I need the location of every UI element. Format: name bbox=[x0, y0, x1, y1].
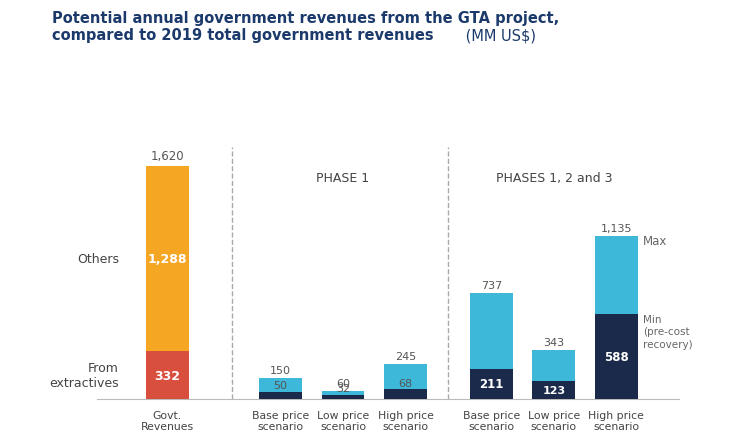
Bar bbox=[595, 315, 638, 399]
Bar bbox=[259, 378, 302, 392]
Text: 150: 150 bbox=[270, 365, 291, 375]
Text: 332: 332 bbox=[154, 369, 181, 382]
Text: Others: Others bbox=[77, 253, 119, 265]
Text: Min
(pre-cost
recovery): Min (pre-cost recovery) bbox=[643, 314, 693, 349]
Text: 123: 123 bbox=[542, 385, 565, 395]
Text: 1,135: 1,135 bbox=[601, 224, 632, 233]
Text: 32: 32 bbox=[336, 383, 350, 393]
Text: 343: 343 bbox=[543, 337, 565, 347]
Text: (MM US$): (MM US$) bbox=[461, 28, 536, 43]
Bar bbox=[595, 236, 638, 315]
Bar bbox=[470, 369, 513, 399]
Bar bbox=[384, 364, 427, 389]
Bar bbox=[384, 389, 427, 399]
Text: 60: 60 bbox=[336, 378, 350, 388]
Text: 211: 211 bbox=[479, 378, 504, 391]
Text: Potential annual government revenues from the GTA project,: Potential annual government revenues fro… bbox=[52, 11, 560, 26]
Text: 588: 588 bbox=[604, 351, 629, 364]
Bar bbox=[470, 293, 513, 369]
Text: 68: 68 bbox=[398, 378, 413, 388]
Text: From
extractives: From extractives bbox=[49, 362, 119, 389]
Bar bbox=[322, 391, 365, 395]
Text: 1,620: 1,620 bbox=[151, 149, 184, 162]
Bar bbox=[145, 166, 189, 352]
Text: 1,288: 1,288 bbox=[148, 253, 187, 265]
Bar bbox=[322, 395, 365, 399]
Bar bbox=[533, 381, 575, 399]
Text: PHASES 1, 2 and 3: PHASES 1, 2 and 3 bbox=[495, 171, 612, 184]
Bar bbox=[259, 392, 302, 399]
Text: 245: 245 bbox=[395, 352, 416, 362]
Text: 50: 50 bbox=[274, 380, 287, 390]
Text: compared to 2019 total government revenues: compared to 2019 total government revenu… bbox=[52, 28, 434, 43]
Text: 737: 737 bbox=[480, 281, 502, 291]
Text: Max: Max bbox=[643, 234, 668, 247]
Bar bbox=[145, 352, 189, 399]
Text: PHASE 1: PHASE 1 bbox=[316, 171, 369, 184]
Bar bbox=[533, 350, 575, 381]
